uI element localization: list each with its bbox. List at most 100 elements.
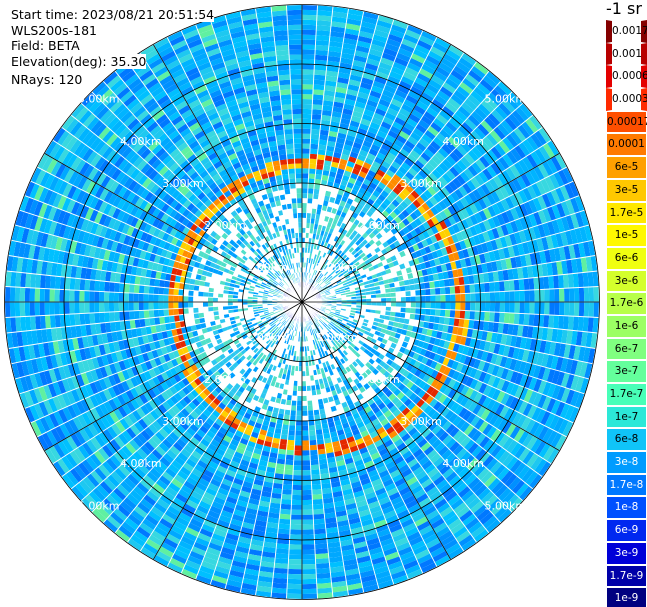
radar-cell [371,434,382,444]
radar-cell [328,359,334,366]
radar-cell [336,168,345,175]
radar-cell [579,377,589,394]
radar-cell [326,145,335,152]
radar-cell [490,400,501,414]
radar-cell [486,149,499,163]
radar-cell [339,286,345,290]
radar-cell [393,207,402,216]
radar-cell [343,144,353,152]
radar-cell [335,510,348,518]
radar-cell [347,319,353,325]
radar-cell [519,216,528,231]
radar-cell [424,314,430,323]
radar-cell [331,257,337,264]
radar-cell [399,263,406,270]
radar-cell [407,427,418,437]
radar-cell [302,391,307,397]
radar-cell [283,474,293,480]
radar-cell [387,560,404,571]
radar-cell [366,496,379,505]
radar-cell [380,306,386,311]
radar-cell [347,8,364,17]
radar-cell [382,478,395,488]
radar-cell [376,169,386,178]
radar-cell [521,349,530,363]
radar-cell [473,369,483,381]
radar-cell [335,424,344,432]
radar-cell [363,249,371,256]
radar-cell [439,210,448,221]
radar-cell [575,331,583,347]
radar-cell [485,240,494,252]
radar-cell [420,295,426,302]
radar-cell [302,242,306,248]
radar-cell [533,378,543,393]
radar-cell [272,577,288,584]
radar-cell [307,405,314,411]
radar-cell [575,257,583,273]
radar-cell [334,198,341,205]
radar-cell [565,373,575,390]
radar-cell [392,532,407,543]
radar-cell [315,277,320,282]
radar-cell [513,359,522,373]
radar-cell [573,345,581,361]
radar-cell [390,292,396,298]
radar-cell [307,188,314,194]
radar-cell [590,255,598,272]
radar-cell [456,144,468,157]
radar-cell [484,311,490,322]
radar-cell [431,154,442,166]
radar-cell [398,130,410,141]
radar-cell [582,241,591,258]
radar-cell [312,503,324,510]
radar-cell [519,373,528,388]
radar-cell [331,246,337,253]
radar-cell [498,434,510,448]
radar-cell [432,400,443,411]
radar-cell [541,263,549,277]
radar-cell [464,73,480,87]
radar-cell [523,215,533,229]
radar-cell [519,203,529,217]
radar-cell [302,193,308,199]
radar-cell [331,580,347,588]
radar-cell [366,252,373,259]
radar-cell [590,332,598,349]
radar-cell [367,169,377,178]
radar-cell [448,278,455,287]
radar-cell [417,411,428,421]
radar-cell [298,361,302,367]
radar-cell [438,256,446,265]
radar-cell [421,414,431,425]
radar-cell [522,402,533,417]
radar-cell [323,502,335,509]
radar-cell [405,117,418,128]
radar-cell [505,334,513,347]
radar-cell [288,425,296,431]
radar-cell [380,418,390,427]
radar-cell [558,343,566,358]
radar-cell [340,267,347,273]
radar-cell [572,316,579,331]
radar-cell [378,61,393,71]
radar-cell [505,133,519,148]
radar-cell [470,65,486,79]
radar-cell [489,302,496,313]
radar-cell [449,426,460,438]
radar-cell [290,519,302,525]
radar-cell [331,280,337,285]
radar-cell [328,400,336,408]
radar-cell [497,508,512,523]
radar-cell [284,379,290,386]
radar-cell [505,95,519,110]
radar-cell [302,64,315,70]
radar-cell [473,464,486,477]
radar-cell [309,153,318,160]
radar-cell [344,324,351,330]
radar-cell [487,271,494,283]
radar-cell [373,482,385,492]
radar-cell [434,203,444,213]
radar-cell [381,52,396,62]
radar-cell [330,405,338,412]
